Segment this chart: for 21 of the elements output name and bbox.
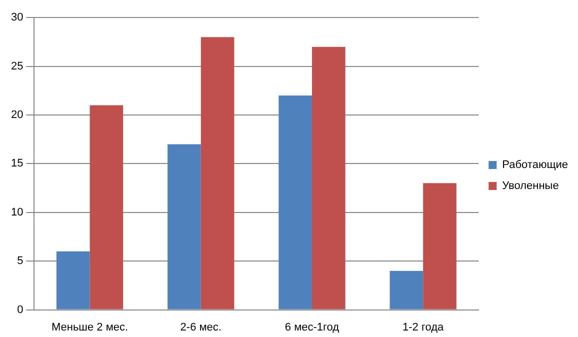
x-tick-label: Меньше 2 мес. (51, 321, 128, 334)
legend-label: Работающие (502, 159, 568, 172)
y-tick-label: 5 (17, 255, 24, 268)
bar (168, 144, 201, 310)
y-tick-label: 0 (17, 304, 24, 316)
bar (278, 96, 312, 310)
y-tick-label: 10 (10, 206, 24, 218)
y-tick-label: 25 (10, 60, 24, 72)
x-tick-label: 6 мес-1год (284, 321, 340, 334)
x-tick-label: 2-6 мес. (180, 321, 222, 334)
bar (312, 46, 346, 310)
bar (423, 183, 456, 310)
bar (90, 105, 124, 310)
y-tick-label: 20 (10, 109, 24, 122)
bar (200, 37, 234, 310)
bar (56, 251, 90, 310)
legend-label: Уволенные (502, 180, 559, 192)
y-tick-label: 15 (10, 158, 24, 170)
bar (390, 270, 424, 310)
y-tick-label: 30 (10, 12, 24, 24)
x-tick-label: 1-2 года (402, 321, 445, 334)
